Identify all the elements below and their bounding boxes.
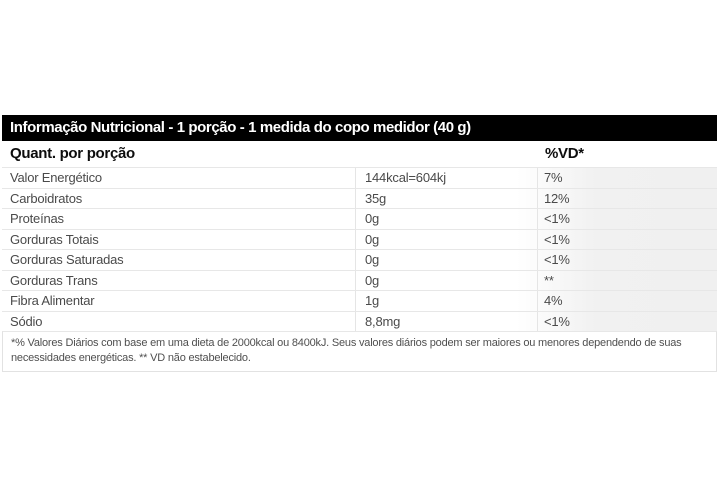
nutrient-amount: 0g [355,250,537,270]
nutrient-vd: 7% [537,168,717,188]
nutrient-label: Carboidratos [10,190,83,206]
table-row: Sódio 8,8mg <1% [2,310,717,331]
nutrient-label: Gorduras Trans [10,272,98,288]
nutrition-title-bar: Informação Nutricional - 1 porção - 1 me… [2,115,717,141]
table-row: Gorduras Totais 0g <1% [2,228,717,249]
nutrient-amount: 8,8mg [355,311,537,331]
nutrient-label: Fibra Alimentar [10,293,95,308]
nutrient-vd: <1% [537,311,717,331]
table-header-row: Quant. por porção %VD* [2,141,717,167]
nutrient-label: Gorduras Saturadas [10,252,124,267]
table-row: Valor Energético 144kcal=604kj 7% [2,167,717,188]
nutrient-vd: 12% [537,188,717,208]
header-quant-por-porcao: Quant. por porção [10,145,135,162]
nutrient-amount: 144kcal=604kj [355,168,537,188]
nutrient-vd: 4% [537,291,717,311]
table-row: Fibra Alimentar 1g 4% [2,290,717,311]
nutrient-amount: 0g [355,270,537,290]
nutrient-vd: <1% [537,209,717,229]
nutrient-vd: <1% [537,229,717,249]
nutrient-amount: 0g [355,209,537,229]
nutrition-facts-panel: Informação Nutricional - 1 porção - 1 me… [2,115,717,372]
nutrition-title: Informação Nutricional - 1 porção - 1 me… [10,119,471,136]
table-row: Gorduras Saturadas 0g <1% [2,249,717,270]
nutrition-table-body: Valor Energético 144kcal=604kj 7% Carboi… [2,167,717,331]
nutrient-amount: 1g [355,291,537,311]
nutrient-label: Sódio [10,313,43,329]
table-row: Carboidratos 35g 12% [2,187,717,208]
nutrient-label: Proteínas [10,211,64,226]
daily-values-footnote: *% Valores Diários com base em uma dieta… [2,331,717,372]
nutrient-label: Valor Energético [10,170,102,185]
nutrient-vd: <1% [537,250,717,270]
header-percent-vd: %VD* [545,145,584,162]
table-row: Gorduras Trans 0g ** [2,269,717,290]
nutrient-amount: 35g [355,188,537,208]
table-row: Proteínas 0g <1% [2,208,717,229]
nutrient-amount: 0g [355,229,537,249]
nutrient-vd: ** [537,270,717,290]
nutrient-label: Gorduras Totais [10,231,99,247]
